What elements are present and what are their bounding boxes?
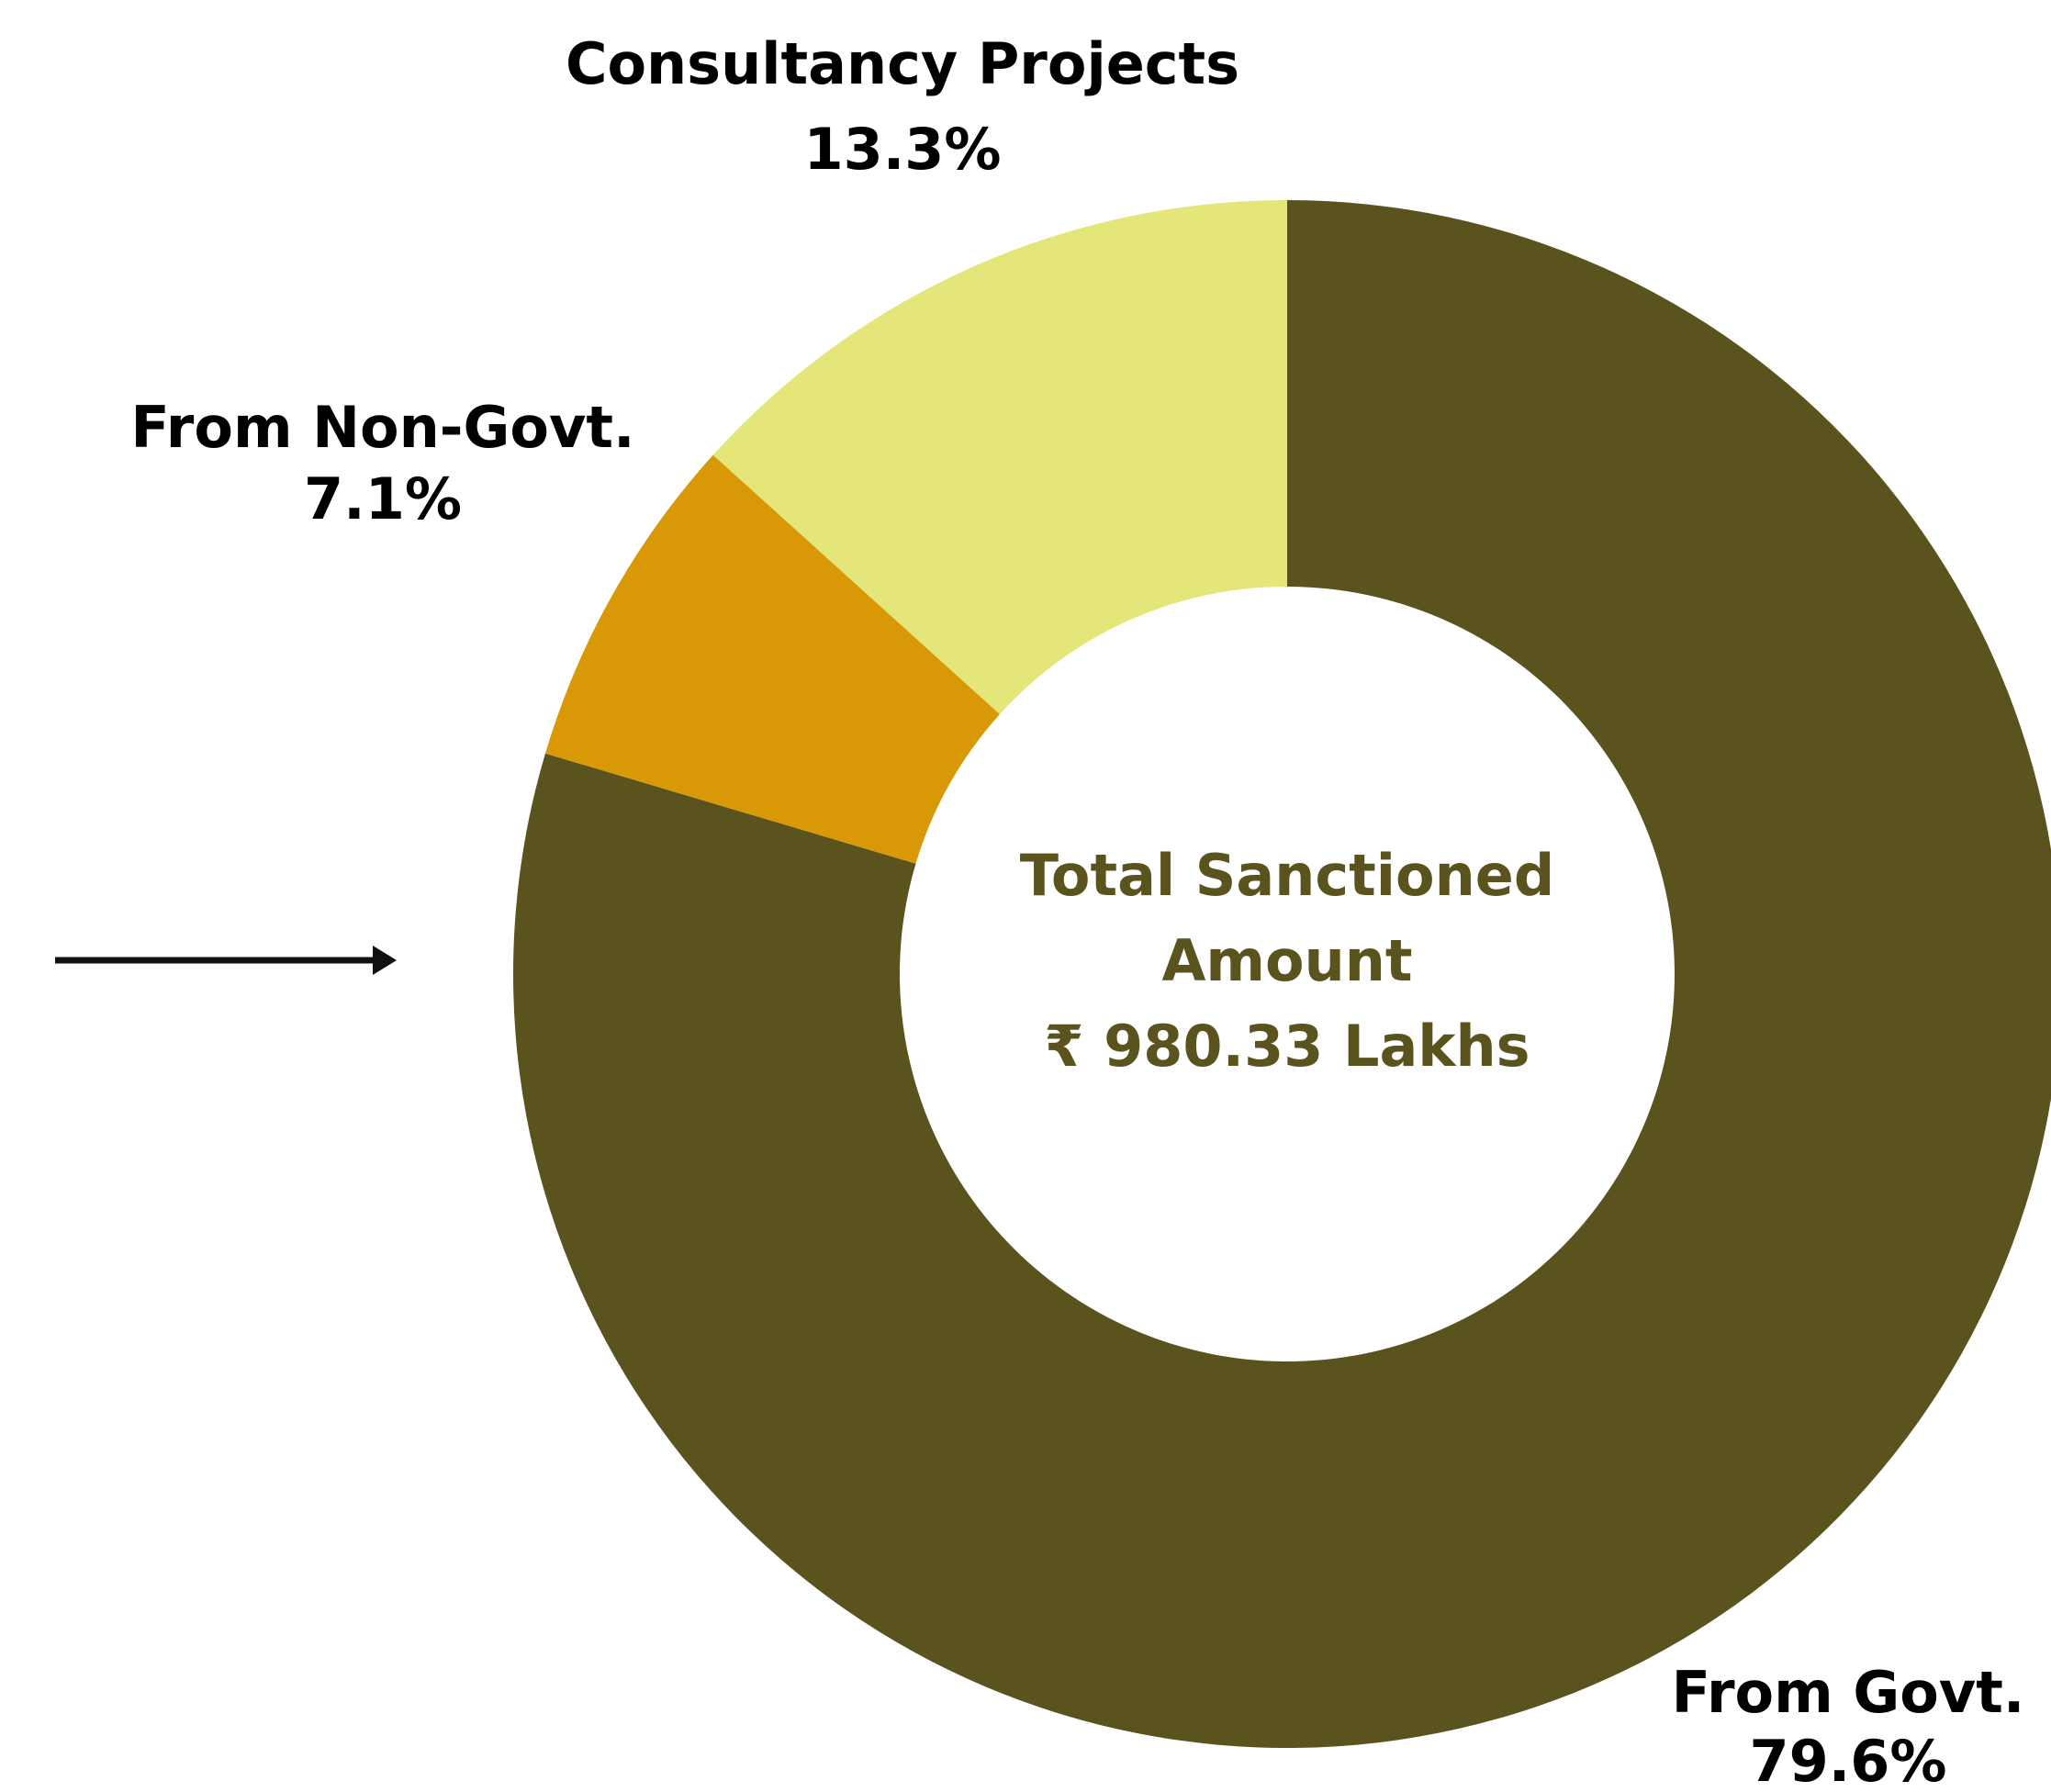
donut-slice (513, 200, 2051, 1748)
slice-value-label: 7.1% (304, 465, 462, 532)
center-text: Total Sanctioned (1020, 842, 1554, 909)
donut-slice (712, 200, 1287, 714)
slice-value-label: 13.3% (803, 116, 1001, 183)
slice-label: From Non-Govt. (130, 394, 634, 461)
donut-slice (544, 454, 1000, 864)
center-text: ₹ 980.33 Lakhs (1044, 1013, 1530, 1080)
slice-label: Consultancy Projects (566, 30, 1239, 97)
slice-label: From Govt. (1672, 1659, 2025, 1726)
arrow-head (373, 946, 397, 975)
center-text: Amount (1161, 927, 1412, 994)
slice-value-label: 79.6% (1749, 1728, 1946, 1792)
